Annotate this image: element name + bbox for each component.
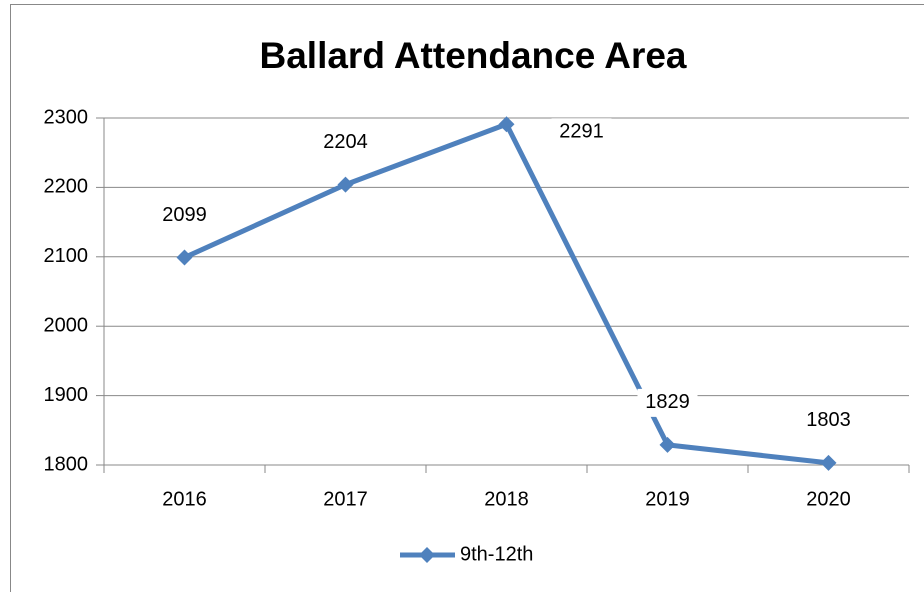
marker <box>498 116 515 133</box>
y-tick-label: 2300 <box>44 106 89 128</box>
x-tick-label: 2018 <box>484 488 529 510</box>
x-tick-label: 2017 <box>323 488 368 510</box>
marker <box>176 249 193 266</box>
y-tick-label: 2000 <box>44 314 89 336</box>
x-tick-label: 2016 <box>162 488 207 510</box>
data-label-bg <box>637 388 698 417</box>
x-tick-label: 2019 <box>645 488 690 510</box>
data-label-bg <box>551 118 612 147</box>
legend-marker <box>419 547 435 563</box>
chart-border <box>10 4 924 592</box>
data-label-bg <box>315 128 376 157</box>
data-label: 1803 <box>806 409 851 431</box>
x-tick-label: 2020 <box>806 488 851 510</box>
y-tick-label: 2100 <box>44 245 89 267</box>
legend-label: 9th-12th <box>460 543 533 565</box>
data-label: 1829 <box>645 391 690 413</box>
y-tick-label: 1800 <box>44 453 89 475</box>
marker <box>337 176 354 193</box>
marker <box>659 436 676 453</box>
data-label-bg <box>154 201 215 230</box>
y-tick-label: 2200 <box>44 176 89 198</box>
y-tick-label: 1900 <box>44 384 89 406</box>
data-label: 2204 <box>323 131 368 153</box>
chart-title: Ballard Attendance Area <box>260 35 687 76</box>
data-label: 2291 <box>559 121 604 143</box>
data-label: 2099 <box>162 204 207 226</box>
marker <box>820 454 837 471</box>
data-label-bg <box>798 406 859 435</box>
